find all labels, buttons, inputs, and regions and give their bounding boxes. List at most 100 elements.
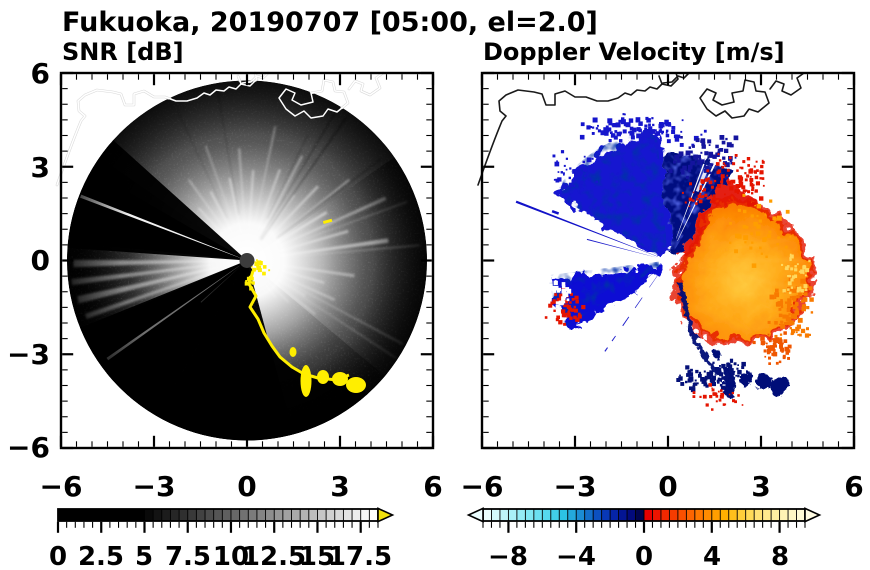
colorbar-segment: [584, 508, 594, 522]
radar-speckle: [778, 301, 783, 306]
colorbar-segment: [230, 508, 241, 522]
radar-speckle: [754, 204, 757, 207]
radar-speckle: [728, 393, 731, 396]
radar-speckle: [674, 137, 680, 142]
radar-speckle: [556, 297, 561, 302]
radar-speckle: [703, 382, 708, 387]
radar-speckle: [756, 334, 760, 339]
colorbar-segment: [592, 508, 603, 522]
radar-speckle: [741, 185, 746, 190]
radar-speckle: [737, 208, 741, 212]
radar-speckle: [582, 160, 585, 164]
radar-speckle: [749, 246, 753, 250]
radar-speckle: [569, 316, 573, 320]
radar-speckle: [740, 166, 744, 170]
radar-speckle: [739, 166, 742, 169]
radar-speckle: [698, 371, 702, 374]
velocity-panel-title: Doppler Velocity [m/s]: [483, 38, 785, 66]
radar-speckle: [787, 305, 791, 309]
radar-speckle: [695, 156, 699, 161]
radar-speckle: [750, 214, 754, 218]
radar-speckle: [546, 295, 550, 299]
radar-speckle: [704, 178, 709, 182]
radar-speckle: [687, 168, 692, 173]
radar-speckle: [767, 348, 772, 354]
radar-speckle: [666, 139, 671, 144]
radar-speckle: [764, 355, 767, 358]
radar-speckle: [673, 160, 677, 164]
radar-speckle: [689, 150, 693, 154]
radar-speckle: [767, 333, 770, 336]
radar-speckle: [623, 124, 626, 127]
radar-speckle: [573, 184, 576, 187]
radar-speckle: [695, 202, 698, 205]
radar-speckle: [791, 295, 797, 301]
radar-speckle: [699, 192, 702, 195]
radar-speckle: [664, 119, 669, 125]
radar-speckle: [577, 314, 582, 319]
radar-speckle: [799, 318, 803, 322]
colorbar-segment: [360, 508, 371, 522]
radar-speckle: [575, 317, 580, 322]
radar-speckle: [733, 362, 737, 366]
radar-speckle: [726, 362, 731, 367]
radar-speckle: [554, 280, 557, 282]
colorbar-segment: [787, 508, 798, 522]
radar-speckle: [804, 274, 807, 277]
radar-speckle: [668, 122, 671, 125]
radar-speckle: [692, 395, 696, 398]
radar-speckle: [709, 377, 715, 383]
radar-speckle: [550, 301, 554, 305]
radar-speckle: [589, 126, 592, 129]
radar-speckle: [718, 159, 722, 162]
radar-speckle: [715, 367, 720, 372]
radar-speckle: [731, 371, 735, 376]
radar-speckle: [697, 154, 701, 159]
radar-speckle: [702, 209, 705, 211]
radar-speckle: [676, 159, 681, 163]
radar-speckle: [730, 161, 734, 165]
radar-speckle: [562, 172, 565, 175]
radar-speckle: [724, 376, 729, 381]
colorbar-segment: [221, 508, 232, 522]
radar-speckle: [755, 160, 758, 163]
radar-speckle: [722, 156, 726, 160]
radar-speckle: [738, 176, 744, 181]
radar-speckle: [752, 184, 755, 187]
radar-speckle: [786, 316, 792, 322]
radar-ray: [586, 238, 658, 258]
radar-speckle: [726, 372, 729, 375]
radar-speckle: [759, 177, 762, 180]
radar-speckle: [759, 246, 762, 250]
radar-speckle: [553, 289, 557, 293]
radar-speckle: [790, 267, 794, 271]
radar-speckle: [720, 178, 724, 181]
axes-ticks: [59, 71, 435, 450]
radar-speckle: [562, 184, 566, 187]
radar-speckle: [689, 182, 692, 186]
radar-speckle: [688, 164, 693, 170]
radar-speckle: [591, 169, 595, 173]
radar-speckle: [553, 178, 556, 181]
radar-speckle: [726, 174, 729, 177]
radar-speckle: [586, 157, 592, 163]
radar-speckle: [742, 193, 746, 197]
radar-speckle: [558, 293, 563, 298]
radar-speckle: [787, 275, 790, 278]
radar-speckle: [779, 343, 783, 348]
radar-speckle: [794, 310, 800, 316]
colorbar-segment: [100, 508, 111, 522]
cb-tick-label: 7.5: [165, 542, 211, 570]
radar-speckle: [557, 177, 562, 182]
colorbar-segment: [247, 508, 258, 522]
radar-ray: [676, 273, 723, 338]
radar-speckle: [700, 377, 705, 382]
radar-speckle: [756, 203, 762, 209]
radar-speckle: [685, 380, 688, 384]
radar-speckle: [796, 289, 800, 293]
colorbar-segment: [325, 508, 336, 522]
radar-speckle: [544, 316, 548, 319]
radar-speckle: [735, 184, 740, 189]
radar-speckle: [789, 254, 794, 259]
